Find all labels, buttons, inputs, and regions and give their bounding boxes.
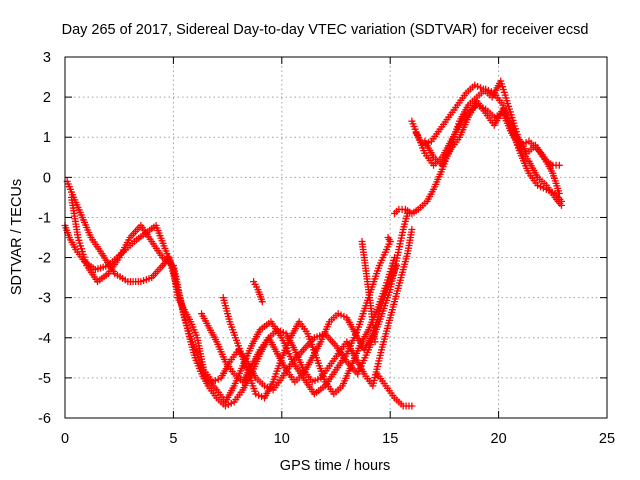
x-tick-label: 0 xyxy=(61,431,69,447)
data-point xyxy=(408,225,416,233)
y-tick-label: -3 xyxy=(38,291,51,307)
plot-frame xyxy=(64,56,608,419)
y-tick-labels: 3 2 1 0 -1 -2 -3 -4 -5 -6 xyxy=(38,50,51,427)
x-tick-label: 10 xyxy=(274,431,290,447)
x-tick-label: 20 xyxy=(491,431,507,447)
y-tick-label: 3 xyxy=(43,50,51,66)
data-point xyxy=(557,201,565,209)
x-tick-label: 5 xyxy=(169,431,177,447)
data-point xyxy=(408,402,416,410)
y-tick-label: 1 xyxy=(43,130,51,146)
y-tick-label: -4 xyxy=(38,331,51,347)
y-tick-label: -6 xyxy=(38,411,51,427)
x-axis-label: GPS time / hours xyxy=(280,458,390,474)
data-point xyxy=(371,338,379,346)
x-tick-label: 15 xyxy=(382,431,398,447)
y-axis-label: SDTVAR / TECUs xyxy=(9,179,25,295)
x-tick-labels: 0 5 10 15 20 25 xyxy=(61,431,615,447)
y-tick-label: -2 xyxy=(38,251,51,267)
data-point xyxy=(555,189,563,197)
y-tick-label: -5 xyxy=(38,371,51,387)
data-point xyxy=(391,254,399,262)
chart-title: Day 265 of 2017, Sidereal Day-to-day VTE… xyxy=(62,22,589,38)
axis-ticks xyxy=(64,56,608,419)
y-tick-label: 2 xyxy=(43,90,51,106)
data-point xyxy=(258,298,266,306)
data-point xyxy=(386,238,394,246)
y-tick-label: -1 xyxy=(38,210,51,226)
x-tick-label: 25 xyxy=(599,431,615,447)
data-points xyxy=(61,77,565,410)
data-point xyxy=(555,161,563,169)
y-tick-label: 0 xyxy=(43,170,51,186)
